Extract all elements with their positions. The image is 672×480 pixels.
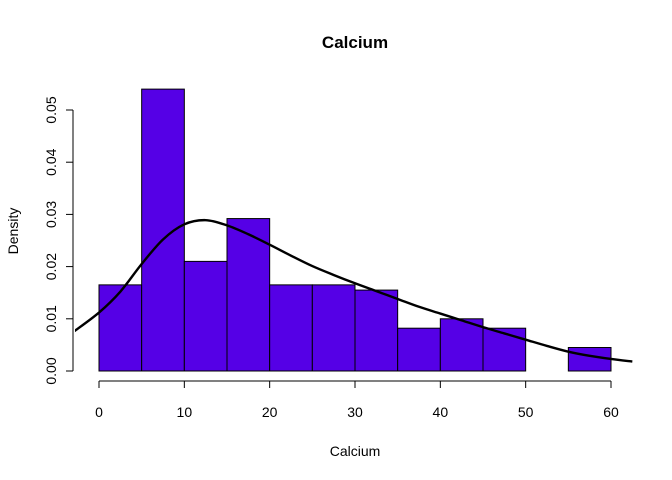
y-tick-label-5: 0.05 (43, 96, 59, 123)
y-axis: 0.00 0.01 0.02 0.03 0.04 0.05 (43, 96, 74, 385)
y-axis-label: Density (5, 208, 21, 255)
x-axis-label: Calcium (330, 443, 381, 459)
histogram-bar-4 (269, 284, 313, 372)
x-tick-label-3: 30 (347, 404, 363, 420)
density-curve (75, 218, 633, 363)
chart-title: Calcium (322, 33, 388, 52)
histogram-bar-5 (311, 284, 356, 372)
histogram-bar-0 (98, 284, 143, 372)
y-tick-label-1: 0.01 (43, 305, 59, 332)
y-tick-label-2: 0.02 (43, 253, 59, 280)
histogram-bar-2 (183, 260, 228, 372)
x-tick-label-4: 40 (433, 404, 449, 420)
bars-group (98, 88, 612, 372)
x-tick-label-1: 10 (177, 404, 193, 420)
y-tick-label-0: 0.00 (43, 357, 59, 384)
x-tick-label-5: 50 (518, 404, 534, 420)
histogram-bar-6 (354, 289, 399, 372)
x-tick-label-0: 0 (95, 404, 103, 420)
histogram-bar-8 (439, 318, 484, 372)
x-axis: 0 10 20 30 40 50 60 (95, 380, 619, 420)
x-tick-label-6: 60 (603, 404, 619, 420)
y-tick-label-3: 0.03 (43, 201, 59, 228)
histogram-bar-9 (482, 327, 527, 372)
x-tick-label-2: 20 (262, 404, 278, 420)
histogram-bar-1 (141, 88, 185, 372)
density-curve-group (75, 218, 633, 363)
histogram-bar-7 (397, 327, 441, 372)
histogram-bar-3 (226, 218, 271, 372)
y-tick-label-4: 0.04 (43, 148, 59, 175)
